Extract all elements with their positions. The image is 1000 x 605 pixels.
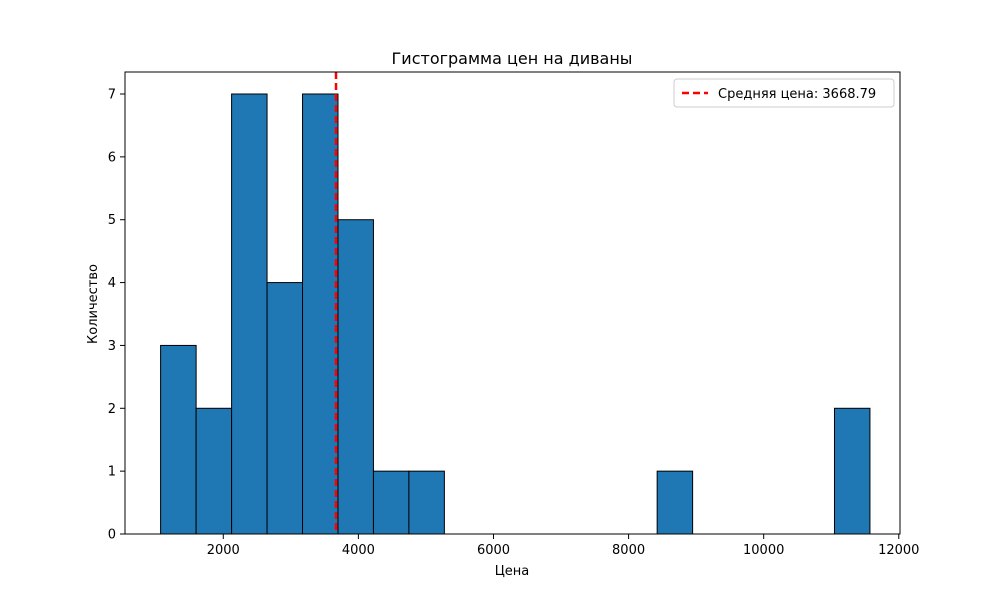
histogram-bar-3 bbox=[266, 282, 304, 535]
x-tick-label: 4000 bbox=[342, 543, 375, 558]
histogram-bar-1 bbox=[195, 407, 233, 535]
legend-box bbox=[673, 78, 895, 108]
y-tick-label: 5 bbox=[108, 213, 116, 228]
legend: Средняя цена: 3668.79 bbox=[673, 78, 895, 108]
x-tick-label: 6000 bbox=[477, 543, 510, 558]
y-tick-label: 2 bbox=[108, 402, 116, 417]
y-tick-label: 6 bbox=[108, 150, 116, 165]
histogram-bar-2 bbox=[231, 93, 268, 535]
y-tick-label: 7 bbox=[108, 88, 116, 103]
x-axis-label: Цена bbox=[495, 564, 530, 579]
histogram-bar-7 bbox=[408, 470, 445, 535]
histogram-bar-6 bbox=[372, 470, 410, 535]
chart-title: Гистограмма цен на диваны bbox=[392, 49, 633, 68]
histogram-bar-0 bbox=[160, 344, 197, 535]
y-tick-label: 0 bbox=[108, 528, 116, 543]
histogram-bar-14 bbox=[656, 470, 694, 535]
x-tick-label: 12000 bbox=[878, 543, 919, 558]
x-tick-label: 2000 bbox=[207, 543, 240, 558]
y-tick-label: 3 bbox=[108, 339, 116, 354]
histogram-bar-19 bbox=[833, 407, 871, 535]
y-tick-label: 4 bbox=[108, 276, 116, 291]
y-tick-label: 1 bbox=[108, 465, 116, 480]
histogram-bar-5 bbox=[337, 219, 374, 535]
histogram-bar-4 bbox=[302, 93, 339, 535]
y-axis-label: Количество bbox=[86, 264, 101, 344]
x-tick-label: 8000 bbox=[612, 543, 645, 558]
plot-area-frame bbox=[124, 71, 901, 535]
x-tick-label: 10000 bbox=[743, 543, 784, 558]
legend-mean-label: Средняя цена: 3668.79 bbox=[718, 87, 876, 102]
